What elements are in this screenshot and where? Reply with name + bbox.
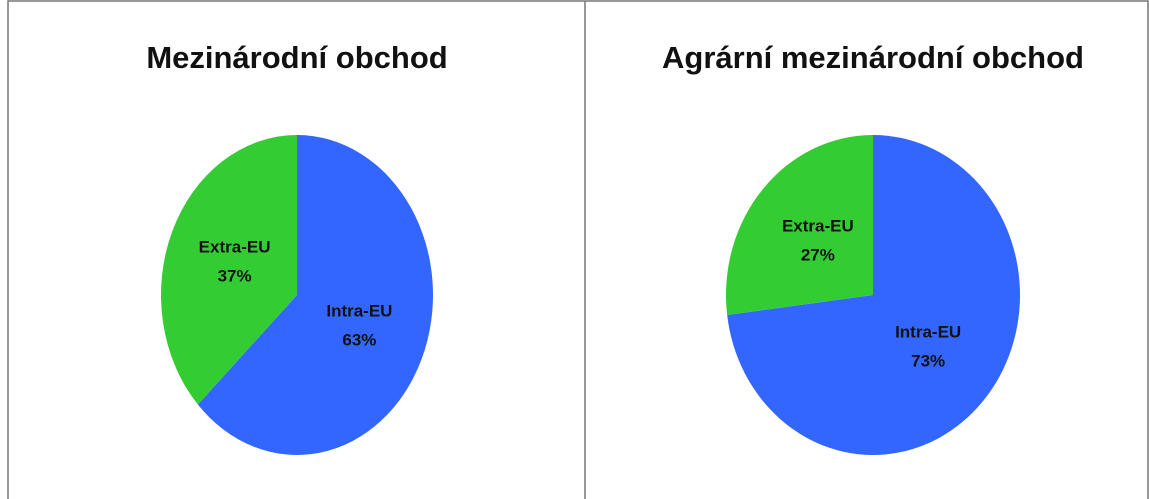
- slice-label: Intra-EU: [895, 322, 961, 341]
- slice-value-label: 73%: [911, 351, 945, 370]
- chart-title: Agrární mezinárodní obchod: [662, 40, 1084, 75]
- slice-value-label: 63%: [342, 330, 376, 349]
- slice-label: Extra-EU: [782, 217, 854, 236]
- pie-slice: [726, 135, 873, 316]
- frame: [7, 0, 1149, 499]
- slice-label: Intra-EU: [326, 301, 392, 320]
- slice-label: Extra-EU: [199, 238, 271, 257]
- slice-value-label: 27%: [801, 246, 835, 265]
- pie-slice: [197, 135, 433, 455]
- chart-title: Mezinárodní obchod: [146, 40, 447, 75]
- pie-slice: [160, 135, 297, 405]
- slice-value-label: 37%: [218, 267, 252, 286]
- pie-slice: [727, 135, 1020, 455]
